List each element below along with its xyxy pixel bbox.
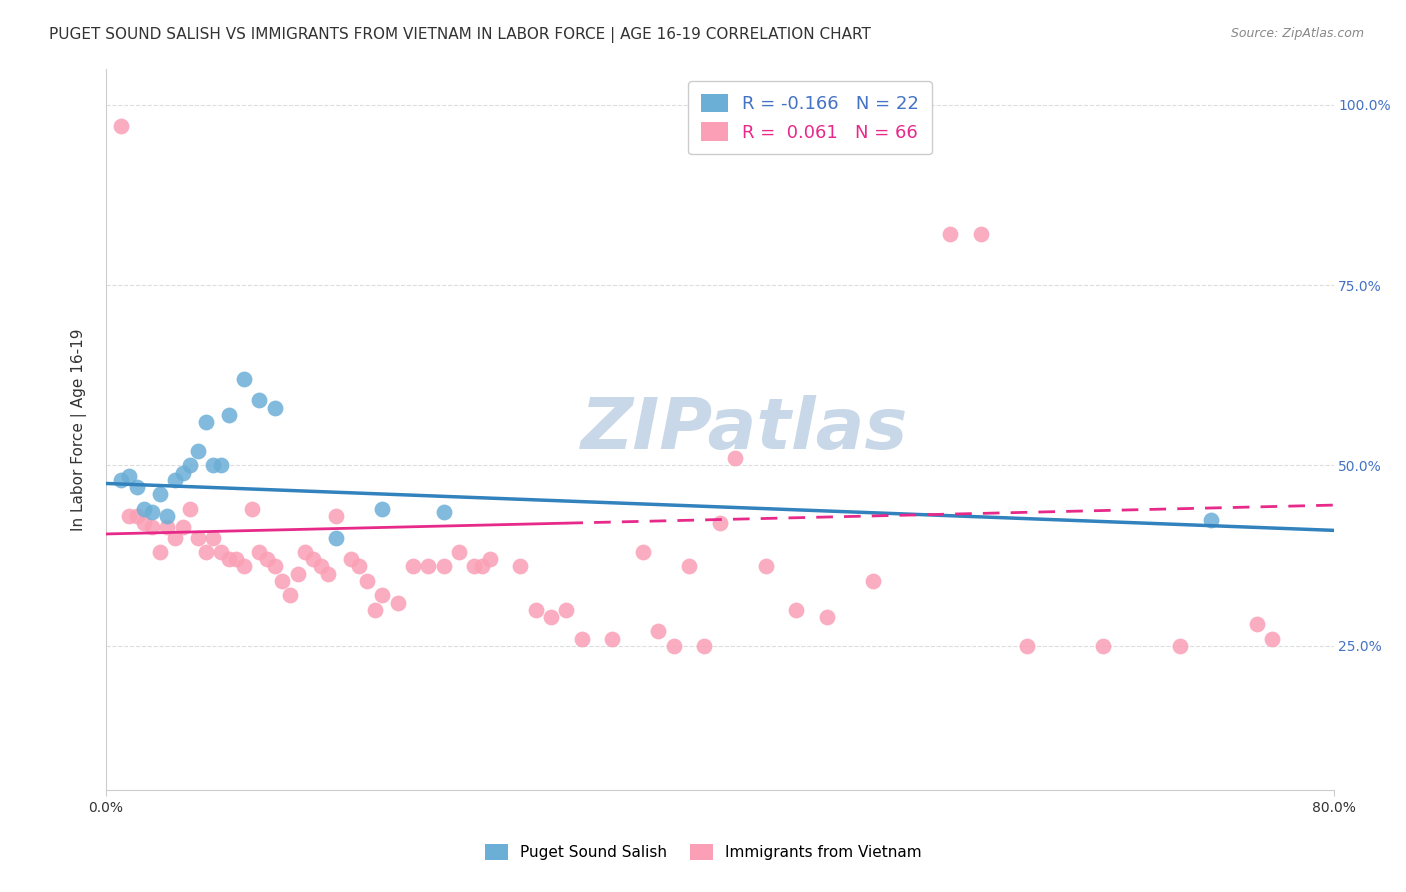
Point [256, 552, 278, 566]
Point [785, 603, 807, 617]
Point [249, 545, 271, 559]
Point [647, 624, 669, 639]
Point [179, 458, 201, 473]
Point [134, 516, 156, 530]
Point [555, 603, 578, 617]
Point [1015, 639, 1038, 653]
Point [263, 559, 285, 574]
Point [1246, 617, 1268, 632]
Point [371, 588, 394, 602]
Point [815, 610, 838, 624]
Text: PUGET SOUND SALISH VS IMMIGRANTS FROM VIETNAM IN LABOR FORCE | AGE 16-19 CORRELA: PUGET SOUND SALISH VS IMMIGRANTS FROM VI… [49, 27, 872, 43]
Point [110, 120, 132, 134]
Point [218, 552, 240, 566]
Point [110, 473, 132, 487]
Point [202, 531, 225, 545]
Point [602, 632, 624, 646]
Legend: R = -0.166   N = 22, R =  0.061   N = 66: R = -0.166 N = 22, R = 0.061 N = 66 [688, 81, 932, 154]
Point [249, 393, 271, 408]
Point [693, 639, 716, 653]
Point [287, 566, 309, 581]
Point [233, 372, 256, 386]
Point [709, 516, 731, 530]
Point [325, 531, 347, 545]
Point [1199, 512, 1222, 526]
Point [302, 552, 325, 566]
Point [432, 559, 454, 574]
Point [149, 545, 172, 559]
Point [209, 545, 232, 559]
Point [156, 520, 179, 534]
Point [294, 545, 316, 559]
Point [156, 508, 179, 523]
Point [724, 451, 747, 466]
Point [209, 458, 232, 473]
Point [340, 552, 363, 566]
Point [278, 588, 301, 602]
Text: ZIPatlas: ZIPatlas [581, 395, 908, 464]
Point [271, 574, 294, 588]
Point [662, 639, 685, 653]
Point [240, 501, 263, 516]
Point [187, 444, 209, 458]
Point [571, 632, 593, 646]
Point [325, 508, 347, 523]
Point [755, 559, 778, 574]
Point [447, 545, 470, 559]
Point [194, 545, 217, 559]
Point [118, 508, 141, 523]
Point [141, 520, 163, 534]
Point [402, 559, 425, 574]
Point [202, 458, 225, 473]
Point [149, 487, 172, 501]
Point [1261, 632, 1284, 646]
Point [309, 559, 332, 574]
Point [363, 603, 385, 617]
Point [969, 227, 991, 242]
Point [134, 501, 156, 516]
Y-axis label: In Labor Force | Age 16-19: In Labor Force | Age 16-19 [72, 328, 87, 531]
Point [631, 545, 654, 559]
Point [387, 595, 409, 609]
Point [118, 469, 141, 483]
Point [678, 559, 700, 574]
Point [356, 574, 378, 588]
Point [371, 501, 394, 516]
Point [1168, 639, 1191, 653]
Point [163, 531, 186, 545]
Point [225, 552, 247, 566]
Point [179, 501, 201, 516]
Point [263, 401, 285, 415]
Point [478, 552, 501, 566]
Point [509, 559, 531, 574]
Point [233, 559, 256, 574]
Point [125, 508, 148, 523]
Point [432, 505, 454, 519]
Point [141, 505, 163, 519]
Legend: Puget Sound Salish, Immigrants from Vietnam: Puget Sound Salish, Immigrants from Viet… [478, 838, 928, 866]
Point [862, 574, 884, 588]
Point [939, 227, 962, 242]
Point [463, 559, 485, 574]
Point [172, 520, 194, 534]
Point [163, 473, 186, 487]
Point [347, 559, 370, 574]
Point [125, 480, 148, 494]
Point [194, 415, 217, 429]
Point [318, 566, 340, 581]
Point [172, 466, 194, 480]
Point [187, 531, 209, 545]
Point [418, 559, 440, 574]
Point [524, 603, 547, 617]
Text: Source: ZipAtlas.com: Source: ZipAtlas.com [1230, 27, 1364, 40]
Point [540, 610, 562, 624]
Point [218, 408, 240, 422]
Point [471, 559, 494, 574]
Point [1092, 639, 1115, 653]
